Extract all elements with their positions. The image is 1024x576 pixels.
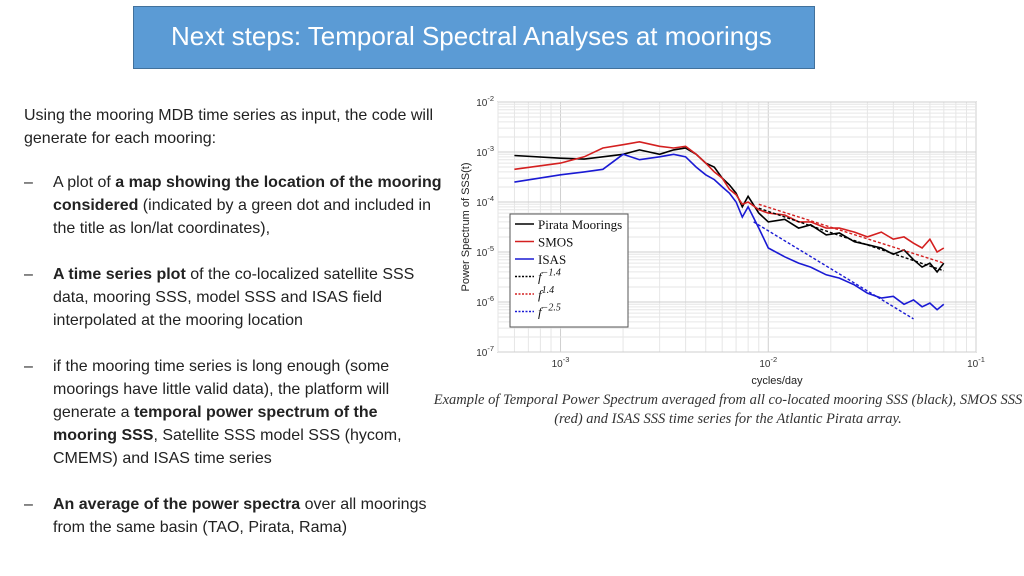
series-line-0 bbox=[514, 147, 945, 274]
figure-caption: Example of Temporal Power Spectrum avera… bbox=[433, 392, 1023, 427]
power-spectrum-chart: 10-3 10-2 10-1 10-2 10-3 10-4 10-5 10-6 10-7 cycl… bbox=[460, 94, 985, 387]
series-line-4 bbox=[758, 203, 945, 264]
series-line-2 bbox=[514, 153, 945, 311]
legend-label: f−1.4 bbox=[538, 268, 561, 285]
bullet-text: A plot of bbox=[53, 174, 116, 191]
legend-box bbox=[509, 213, 629, 328]
x-axis-label: cycles/day bbox=[751, 375, 803, 387]
bullet-text: of the co-localized satellite SSS data, … bbox=[53, 266, 415, 329]
bullet-dash: – bbox=[24, 174, 33, 191]
series-line-5 bbox=[753, 221, 914, 320]
bullet-text: over all moorings from the same basin (T… bbox=[53, 496, 427, 536]
intro-paragraph: Using the mooring MDB time series as inp… bbox=[24, 107, 434, 147]
y-tick-label: 10-6 bbox=[476, 294, 494, 309]
y-tick-label: 10-7 bbox=[476, 344, 494, 359]
bullet-bold: temporal power spectrum of the mooring S… bbox=[53, 404, 378, 444]
bullet-item: – if the mooring time series is long eno… bbox=[24, 355, 444, 470]
legend-label: ISAS bbox=[538, 252, 566, 267]
bullet-text: if the mooring time series is long enoug… bbox=[53, 358, 390, 421]
bullet-item: – A plot of a map showing the location o… bbox=[24, 171, 444, 240]
x-tick-label: 10-1 bbox=[967, 355, 985, 370]
bullet-bold: a map showing the location of the moorin… bbox=[53, 174, 442, 214]
bullet-bold: An average of the power spectra bbox=[53, 496, 301, 513]
bullet-dash: – bbox=[24, 496, 33, 513]
y-axis-label: Power Spectrum of SSS(t) bbox=[460, 163, 472, 292]
title-bar: Next steps: Temporal Spectral Analyses a… bbox=[133, 6, 815, 69]
bullet-text: , Satellite SSS model SSS (hycom, CMEMS)… bbox=[53, 427, 402, 467]
bullet-item: – A time series plot of the co-localized… bbox=[24, 263, 444, 332]
bullet-bold: A time series plot bbox=[53, 266, 186, 283]
bullet-text: (indicated by a green dot and included i… bbox=[53, 197, 432, 237]
series-line-3 bbox=[758, 207, 945, 272]
bullet-item: – An average of the power spectra over a… bbox=[24, 493, 444, 539]
bullet-list: – A plot of a map showing the location o… bbox=[24, 171, 444, 539]
legend-label: f−2.5 bbox=[538, 303, 561, 320]
x-tick-label: 10-2 bbox=[759, 355, 777, 370]
legend-label: SMOS bbox=[538, 235, 573, 250]
series-line-1 bbox=[514, 140, 945, 254]
x-tick-label: 10-3 bbox=[552, 355, 570, 370]
legend-label: Pirata Moorings bbox=[538, 217, 622, 232]
bullet-dash: – bbox=[24, 266, 33, 283]
y-tick-label: 10-4 bbox=[476, 194, 494, 209]
y-tick-label: 10-2 bbox=[476, 94, 494, 109]
slide-title: Next steps: Temporal Spectral Analyses a… bbox=[171, 21, 772, 51]
y-tick-label: 10-3 bbox=[476, 144, 494, 159]
body-text: Using the mooring MDB time series as inp… bbox=[24, 104, 444, 562]
legend-label: f1.4 bbox=[538, 285, 554, 302]
bullet-dash: – bbox=[24, 358, 33, 375]
y-tick-label: 10-5 bbox=[476, 244, 494, 259]
